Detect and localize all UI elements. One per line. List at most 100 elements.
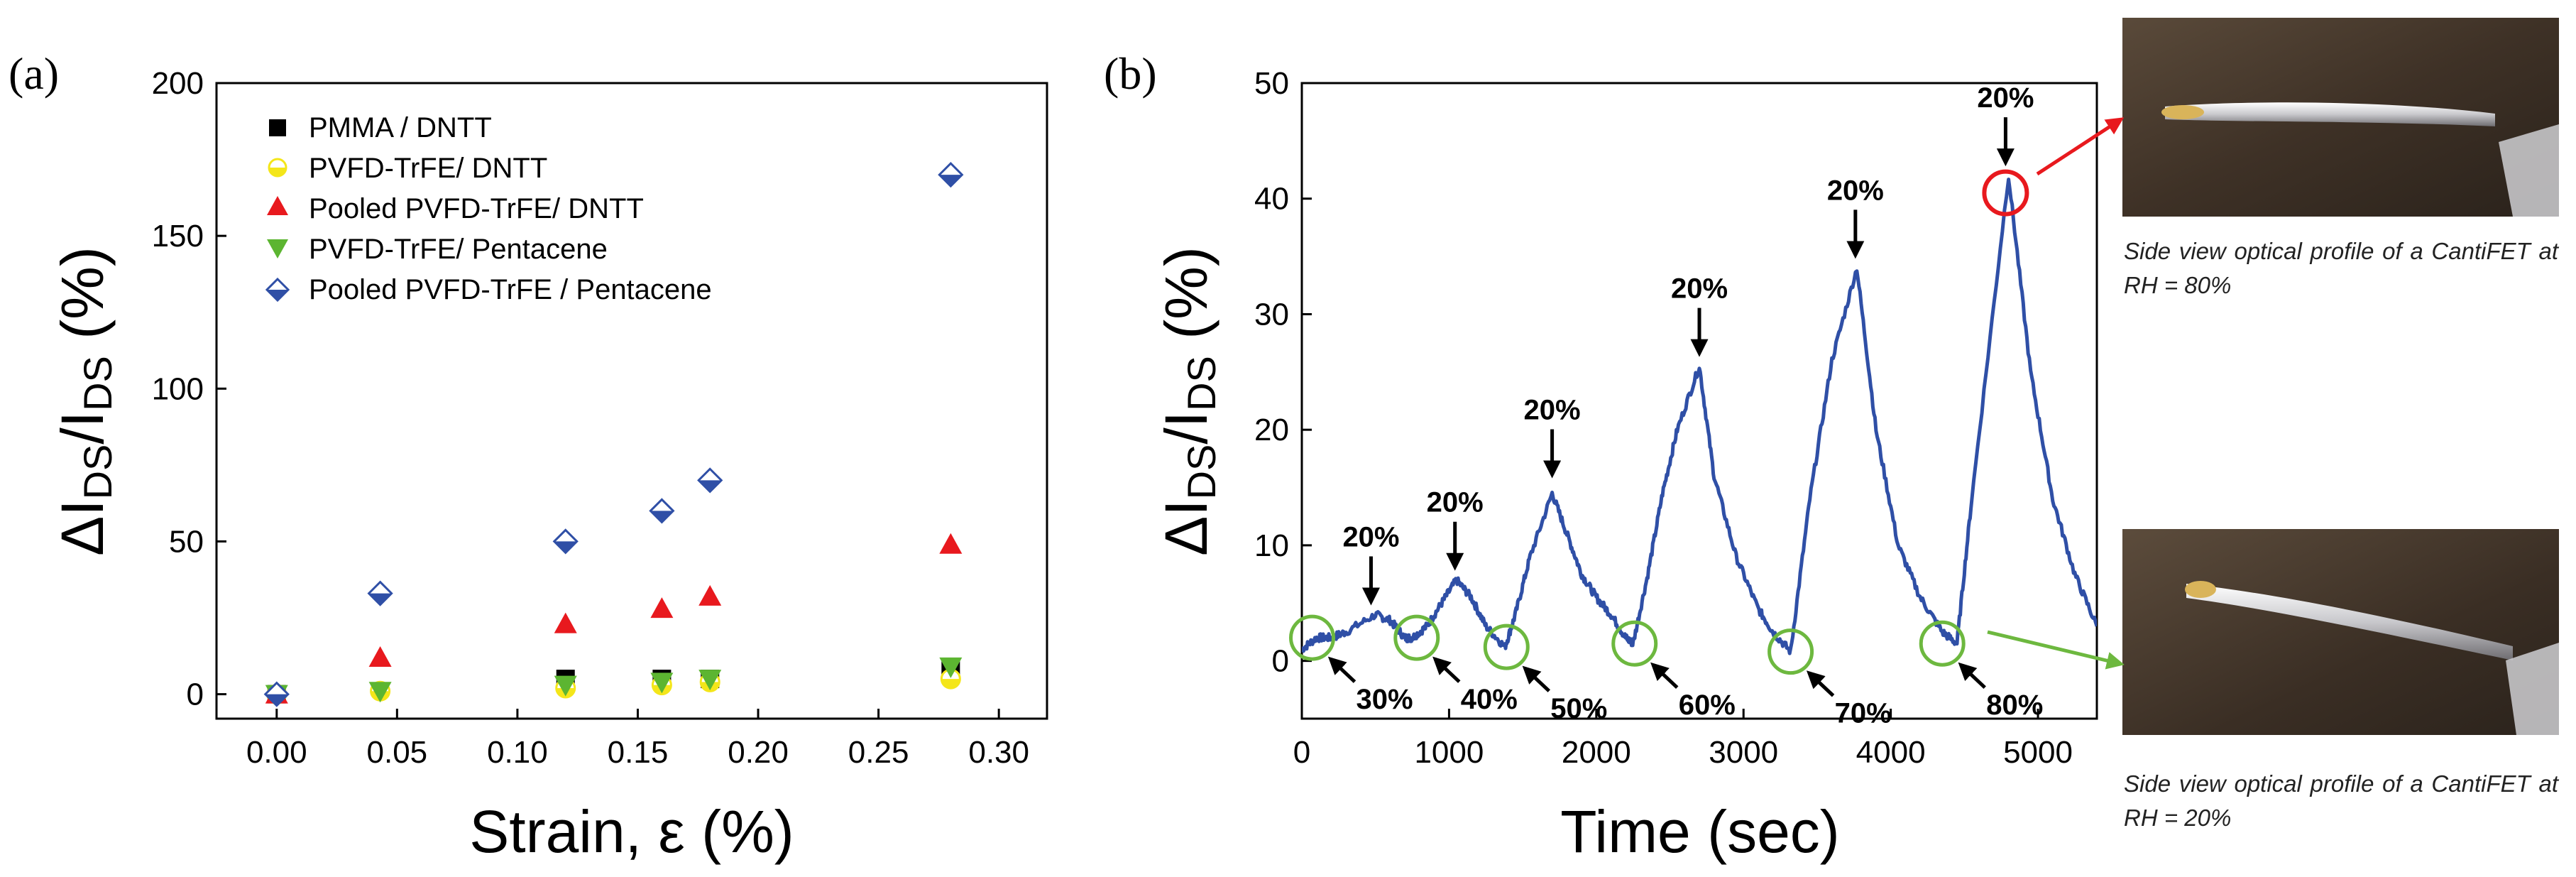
x-tick-label: 0.05 [367,735,428,770]
y-tick-label: 150 [152,219,204,254]
red-connector-arrow [2036,117,2125,176]
panel-a-label: (a) [9,48,59,99]
trough-circle [1483,623,1530,670]
chart-b-ticks: 0 1000 2000 3000 4000 5000 0 10 20 30 40 50 [1254,66,2073,770]
y-tick-label: 10 [1254,528,1289,563]
legend-label: PVFD-TrFE/ Pentacene [309,234,608,265]
x-tick-label: 0.20 [728,735,789,770]
data-point-triangle-down [650,672,674,694]
data-point-triangle-down [554,675,577,697]
y-tick-label: 50 [1254,66,1289,101]
x-tick-label: 0.30 [968,735,1029,770]
legend-marker-triangle-down [267,239,288,258]
base-block [2499,124,2559,217]
peak-label: 20% [1827,175,1884,206]
photo-rh-20 [2122,529,2559,735]
x-tick-label: 4000 [1856,735,1926,770]
data-point-triangle-up [368,646,392,667]
legend-marker-fill [269,168,286,176]
y-tick-label: 40 [1254,182,1289,217]
data-point-diamond-fill [368,593,392,605]
x-tick-label: 0.10 [487,735,548,770]
data-point-diamond-fill [698,480,722,492]
trough-arrow [1650,662,1679,690]
trough-label: 60% [1679,690,1736,721]
y-tick-label: 100 [152,371,204,406]
data-point-diamond-fill [650,511,674,523]
legend-label: PMMA / DNTT [309,112,492,143]
cantilever-tip [2161,105,2204,119]
y-tick-label: 0 [187,677,204,712]
caption-rh-20: Side view optical profile of a CantiFET … [2124,770,2558,831]
data-point-triangle-up [939,533,963,554]
data-point-triangle-down [939,657,963,678]
peak-label: 20% [1524,395,1581,426]
chart-b: 0 1000 2000 3000 4000 5000 0 10 20 30 40 50 30% 40% 5… [1153,66,2098,865]
x-tick-label: 0 [1293,735,1310,770]
trough-label: 80% [1986,690,2043,721]
chart-a-ticks: 0.00 0.05 0.10 0.15 0.20 0.25 0.30 0 50 100 150 200 [152,66,1029,770]
chart-a: 0.00 0.05 0.10 0.15 0.20 0.25 0.30 0 50 100 150 200… [49,66,1048,865]
x-tick-label: 1000 [1414,735,1484,770]
trough-label: 40% [1461,684,1518,715]
trough-arrow [1432,656,1461,683]
legend-label: PVFD-TrFE/ DNTT [309,153,547,184]
data-point-triangle-down [368,682,392,703]
trough-label: 50% [1550,693,1607,724]
y-tick-label: 50 [169,524,204,559]
data-point-triangle-up [698,584,722,606]
peak-red-circle [1982,169,2029,217]
trough-arrow [1327,656,1356,683]
chart-b-xlabel: Time (sec) [1560,798,1840,865]
chart-a-marks [263,161,964,707]
y-tick-label: 30 [1254,297,1289,332]
trough-arrow [1958,662,1986,690]
chart-a-ylabel: ΔIDS/IDS (%) [49,246,120,556]
y-tick-label: 200 [152,66,204,101]
cantilever-tip [2185,581,2216,598]
peak-label: 20% [1342,522,1399,553]
peak-label: 20% [1427,487,1484,518]
data-point-triangle-up [650,597,674,619]
caption-rh-80: Side view optical profile of a CantiFET … [2124,238,2558,298]
chart-b-frame [1300,82,2098,720]
trough-circle [1289,614,1336,661]
green-connector-arrow [1987,630,2125,670]
trough-circle [1919,620,1966,667]
peak-label: 20% [1977,82,2034,114]
legend-marker-triangle-up [267,196,288,215]
base-block [2506,643,2559,735]
legend-marker-fill [267,290,288,300]
chart-a-frame [215,82,1048,720]
trough-arrow [1522,665,1551,692]
trough-label: 30% [1356,684,1413,715]
chart-a-legend: PMMA / DNTT PVFD-TrFE/ DNTT Pooled PVFD-… [265,112,712,305]
data-point-circle-fill [941,679,960,689]
legend-label: Pooled PVFD-TrFE/ DNTT [309,193,644,224]
photo-rh-80 [2122,18,2559,217]
x-tick-label: 5000 [2003,735,2073,770]
humidity-response-line [1302,178,2097,655]
trough-circle [1767,628,1814,675]
legend-item-pooled-dntt: Pooled PVFD-TrFE/ DNTT [267,193,644,224]
cantilever-needle [2165,102,2495,126]
data-point-triangle-down [698,670,722,691]
peak-label: 20% [1671,273,1728,305]
y-tick-label: 20 [1254,413,1289,447]
x-tick-label: 0.00 [246,735,307,770]
cantilever-needle [2186,584,2513,660]
data-point-diamond-fill [265,694,288,706]
legend-item-pvfd-pentacene: PVFD-TrFE/ Pentacene [267,234,608,265]
legend-marker-square [269,119,286,136]
panel-b-label: (b) [1104,48,1157,99]
chart-a-xlabel: Strain, ε (%) [469,798,794,865]
trough-label: 70% [1835,698,1892,729]
legend-label: Pooled PVFD-TrFE / Pentacene [309,274,712,305]
data-point-triangle-up [554,612,577,633]
y-tick-label: 0 [1272,644,1289,679]
data-point-diamond-fill [939,175,963,187]
x-tick-label: 2000 [1562,735,1631,770]
x-tick-label: 0.15 [608,735,669,770]
trough-circle [1393,614,1440,661]
